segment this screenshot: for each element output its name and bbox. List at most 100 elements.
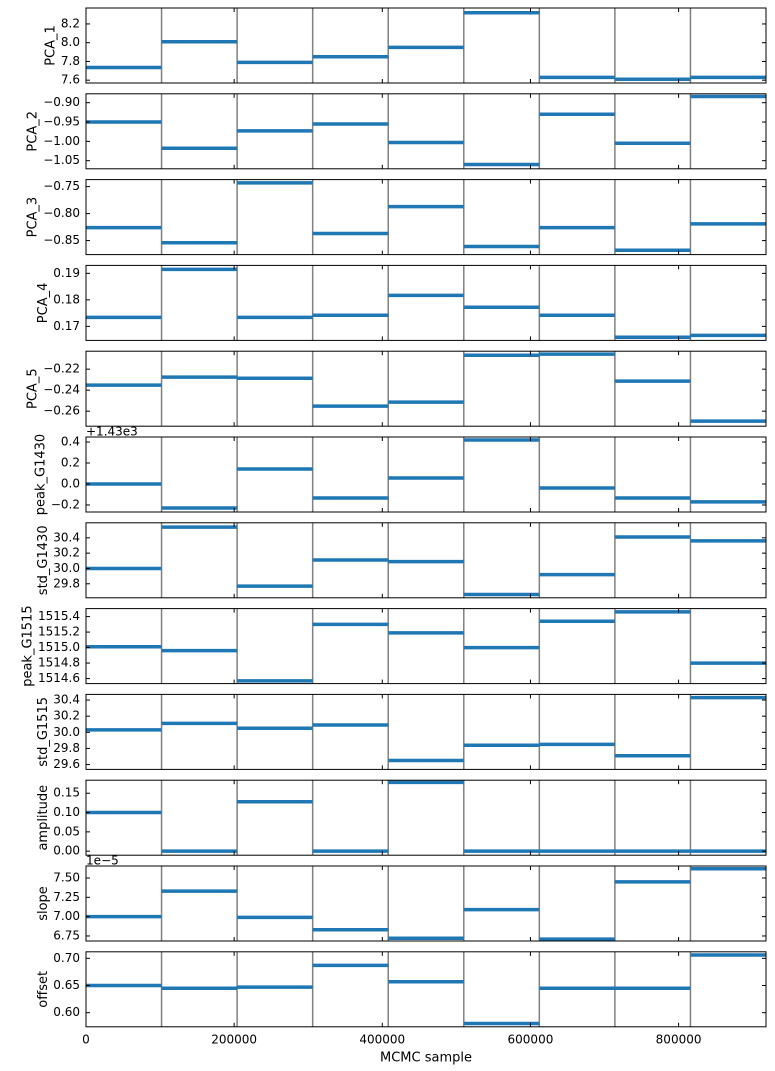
x-tick-label: 400000 bbox=[359, 1032, 405, 1046]
y-tick-label: −0.95 bbox=[43, 115, 80, 129]
plot-area bbox=[86, 93, 766, 169]
plot-area bbox=[86, 351, 766, 427]
y-axis-label: PCA_2 bbox=[26, 111, 41, 152]
y-tick-label: 0.4 bbox=[61, 435, 80, 449]
y-tick-label: 30.4 bbox=[53, 530, 80, 544]
y-tick-label: −0.80 bbox=[43, 206, 80, 220]
axes-frame bbox=[85, 865, 767, 942]
x-tick-label: 200000 bbox=[211, 1032, 257, 1046]
y-tick-label: −0.90 bbox=[43, 95, 80, 109]
y-tick-label: 30.2 bbox=[53, 709, 80, 723]
y-tick-label: 0.2 bbox=[61, 456, 80, 470]
x-tick-label: 800000 bbox=[656, 1032, 702, 1046]
y-axis-label: PCA_1 bbox=[43, 25, 58, 66]
x-axis-label: MCMC sample bbox=[380, 1050, 472, 1065]
y-tick-label: 8.2 bbox=[61, 16, 80, 30]
axes-frame bbox=[85, 350, 767, 427]
y-tick-label: −0.24 bbox=[43, 383, 80, 397]
y-axis-label: std_G1430 bbox=[36, 525, 51, 595]
y-tick-label: 1515.4 bbox=[38, 609, 80, 623]
offset-text: 1e−5 bbox=[86, 854, 119, 868]
y-tick-label: −0.26 bbox=[43, 404, 80, 418]
y-tick-label: −1.00 bbox=[43, 134, 80, 148]
y-axis-label: PCA_5 bbox=[26, 368, 41, 409]
y-tick-label: 0.17 bbox=[53, 319, 80, 333]
y-tick-label: 1514.6 bbox=[38, 671, 80, 685]
y-tick-label: 0.0 bbox=[61, 476, 80, 490]
y-tick-label: 30.2 bbox=[53, 546, 80, 560]
axes-frame bbox=[85, 693, 767, 770]
y-axis-label: peak_G1430 bbox=[33, 434, 48, 515]
y-tick-label: 6.75 bbox=[53, 928, 80, 942]
y-tick-label: 1515.2 bbox=[38, 625, 80, 639]
y-axis-label: offset bbox=[36, 971, 51, 1008]
y-tick-label: −1.05 bbox=[43, 153, 80, 167]
plot-area bbox=[86, 522, 766, 598]
axes-frame bbox=[85, 93, 767, 170]
plot-area bbox=[86, 8, 766, 83]
y-tick-label: 0.15 bbox=[53, 786, 80, 800]
y-tick-label: 0.70 bbox=[53, 951, 80, 965]
plot-area bbox=[86, 608, 766, 684]
axes-frame bbox=[85, 7, 767, 84]
plot-area bbox=[86, 179, 766, 255]
y-tick-label: −0.85 bbox=[43, 233, 80, 247]
y-tick-label: 29.8 bbox=[53, 576, 80, 590]
axes-frame bbox=[85, 608, 767, 685]
plot-area bbox=[86, 437, 766, 512]
x-tick-label: 600000 bbox=[508, 1032, 554, 1046]
y-tick-label: 30.4 bbox=[53, 693, 80, 707]
plot-area bbox=[86, 265, 766, 341]
axes-frame bbox=[85, 179, 767, 256]
y-tick-label: 7.8 bbox=[61, 54, 80, 68]
y-tick-label: 30.0 bbox=[53, 725, 80, 739]
y-tick-label: 7.6 bbox=[61, 73, 80, 87]
y-tick-label: 1514.8 bbox=[38, 656, 80, 670]
y-axis-label: std_G1515 bbox=[36, 697, 51, 767]
y-tick-label: 1515.0 bbox=[38, 640, 80, 654]
y-tick-label: 30.0 bbox=[53, 561, 80, 575]
axes-frame bbox=[85, 436, 767, 513]
y-axis-label: PCA_4 bbox=[36, 283, 51, 324]
y-tick-label: 0.19 bbox=[53, 266, 80, 280]
axes-frame bbox=[85, 264, 767, 341]
y-tick-label: 0.10 bbox=[53, 805, 80, 819]
subplot: −0.2 0.0 0.2 0.4 peak_G1430 +1.43e3 bbox=[33, 425, 767, 515]
y-axis-label: PCA_3 bbox=[26, 197, 41, 238]
y-axis-label: peak_G1515 bbox=[21, 605, 36, 686]
y-axis-label: amplitude bbox=[36, 785, 51, 851]
y-axis-label: slope bbox=[36, 886, 51, 921]
y-tick-label: 7.00 bbox=[53, 909, 80, 923]
y-tick-label: 0.65 bbox=[53, 978, 80, 992]
axes-frame bbox=[85, 779, 767, 856]
y-tick-label: 0.05 bbox=[53, 824, 80, 838]
x-tick-label: 0 bbox=[82, 1032, 90, 1046]
y-tick-label: 8.0 bbox=[61, 35, 80, 49]
plot-area bbox=[86, 866, 766, 941]
plot-area bbox=[86, 694, 766, 770]
y-tick-label: −0.22 bbox=[43, 362, 80, 376]
y-tick-label: −0.75 bbox=[43, 179, 80, 193]
axes-frame bbox=[85, 522, 767, 599]
y-tick-label: −0.2 bbox=[51, 497, 80, 511]
plot-area bbox=[86, 780, 766, 856]
axes-frame bbox=[85, 951, 767, 1028]
y-tick-label: 29.6 bbox=[53, 757, 80, 771]
y-tick-label: 7.25 bbox=[53, 890, 80, 904]
y-tick-label: 0.60 bbox=[53, 1005, 80, 1019]
y-tick-label: 7.50 bbox=[53, 870, 80, 884]
y-tick-label: 29.8 bbox=[53, 741, 80, 755]
